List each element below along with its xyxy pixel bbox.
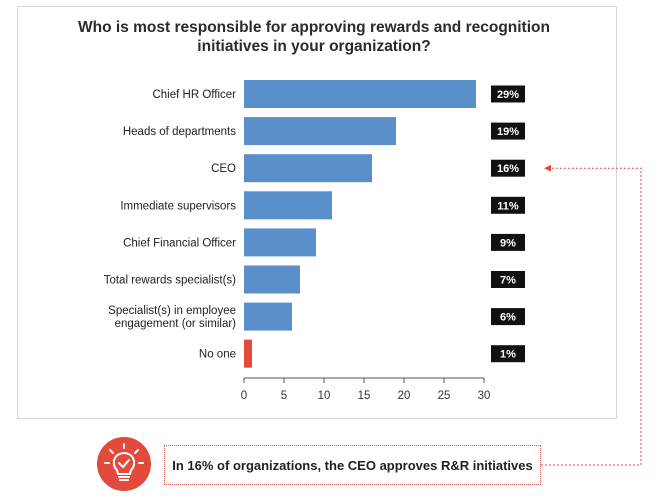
- category-label: No one: [199, 349, 236, 361]
- chart-title-line: initiatives in your organization?: [197, 38, 431, 55]
- bar: [244, 117, 396, 146]
- category-label: Immediate supervisors: [120, 200, 236, 212]
- value-label: 11%: [497, 200, 519, 212]
- value-badge: [491, 271, 525, 288]
- x-tick-label: 10: [318, 390, 331, 402]
- bar: [244, 302, 292, 331]
- value-badge: [491, 308, 525, 326]
- value-badge: [491, 159, 525, 177]
- category-label: Chief HR Officer: [152, 89, 236, 101]
- value-label: 7%: [500, 275, 516, 287]
- category-label: engagement (or similar): [115, 318, 237, 330]
- bar: [244, 80, 476, 108]
- value-label: 16%: [497, 163, 519, 175]
- category-label: Heads of departments: [123, 126, 236, 138]
- chart-title: Who is most responsible for approving re…: [24, 18, 604, 56]
- x-tick-label: 25: [438, 390, 451, 402]
- bar: [244, 265, 300, 294]
- bar: [244, 154, 372, 183]
- callout-connector: [541, 167, 642, 466]
- bar: [244, 191, 332, 220]
- x-tick-label: 30: [478, 390, 491, 402]
- value-badge: [491, 345, 525, 363]
- value-label: 9%: [500, 237, 516, 249]
- value-badge: [491, 122, 525, 140]
- value-badge: [491, 196, 525, 214]
- x-tick-label: 0: [241, 390, 247, 402]
- category-label: Chief Financial Officer: [123, 237, 236, 249]
- category-label: Total rewards specialist(s): [104, 275, 236, 287]
- lightbulb-check-icon: [97, 437, 151, 491]
- chart-title-line: Who is most responsible for approving re…: [78, 19, 550, 36]
- bar: [244, 228, 316, 257]
- callout-text: In 16% of organizations, the CEO approve…: [172, 457, 533, 473]
- value-badge: [491, 233, 525, 251]
- value-badge: [491, 85, 525, 103]
- x-tick-label: 5: [281, 390, 287, 402]
- category-label: Specialist(s) in employee: [108, 305, 236, 317]
- value-label: 29%: [497, 89, 519, 101]
- value-label: 6%: [500, 312, 516, 324]
- x-tick-label: 15: [358, 390, 371, 402]
- value-label: 1%: [500, 349, 516, 361]
- connector-arrowhead: [544, 164, 551, 172]
- category-label: CEO: [211, 163, 236, 175]
- callout-box: In 16% of organizations, the CEO approve…: [164, 445, 541, 485]
- value-label: 19%: [497, 126, 519, 138]
- x-tick-label: 20: [398, 390, 411, 402]
- bar: [244, 339, 252, 368]
